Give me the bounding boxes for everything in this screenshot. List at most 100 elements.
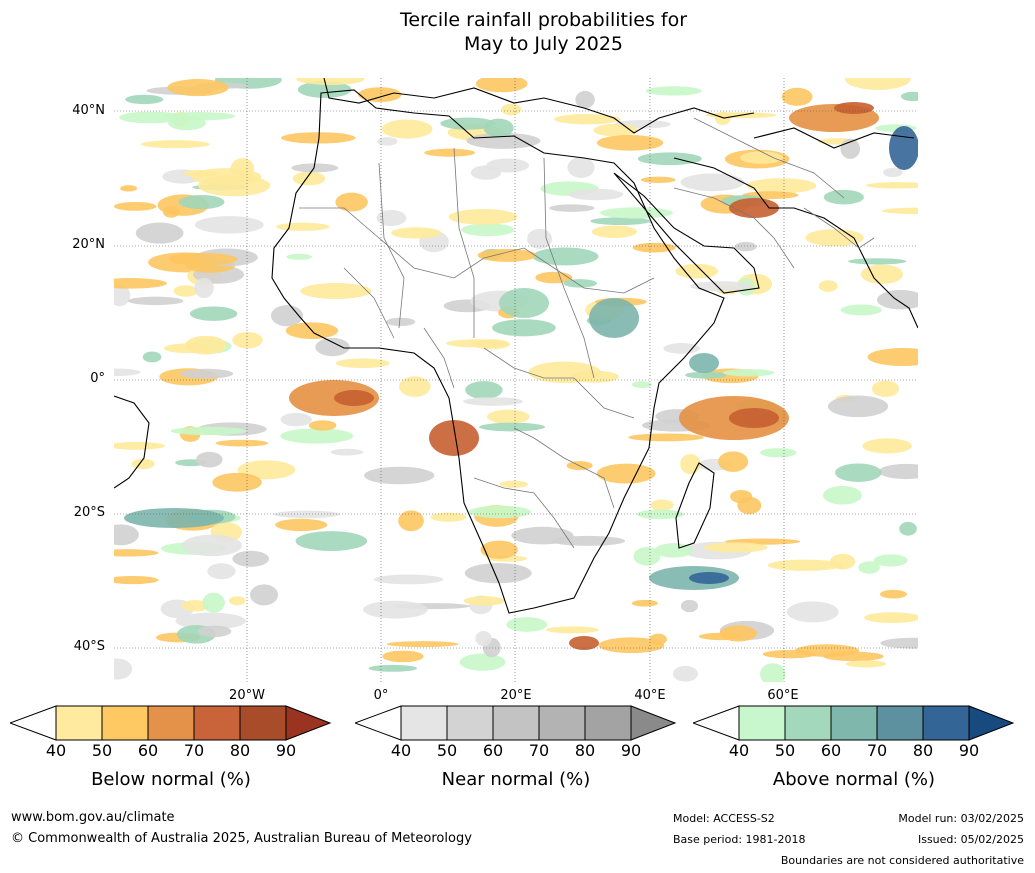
probability-patch: [335, 192, 368, 212]
probability-patch: [865, 182, 918, 189]
tick: 80: [912, 741, 934, 760]
probability-patch: [315, 337, 350, 357]
lon-label-20w: 20°W: [229, 688, 265, 703]
probability-patch: [532, 247, 599, 266]
colorbar-above-ticks: 40 50 60 70 80 90: [693, 741, 1015, 761]
probability-patch: [463, 596, 505, 606]
probability-patch: [189, 306, 238, 321]
colorbar-below-arrow-left: [10, 705, 57, 741]
probability-patch: [381, 119, 433, 139]
probability-patch: [461, 223, 515, 237]
probability-patch: [232, 331, 263, 349]
probability-patch: [286, 253, 313, 260]
lon-label-0: 0°: [373, 688, 389, 703]
probability-patch: [276, 222, 330, 231]
colorbar-swatch: [239, 705, 287, 741]
title-line-1: Tercile rainfall probabilities for: [399, 9, 688, 31]
probability-patch: [479, 422, 546, 432]
probability-patch: [880, 637, 918, 649]
probability-patch: [571, 370, 619, 383]
tick: 70: [866, 741, 888, 760]
footer-model-run: Model run: 03/02/2025: [898, 812, 1024, 825]
probability-patch: [593, 123, 639, 137]
lon-label-20e: 20°E: [500, 688, 532, 703]
probability-patch: [429, 420, 479, 456]
probability-patch: [689, 572, 729, 584]
title-line-2: May to July 2025: [464, 33, 623, 55]
probability-patch: [823, 189, 864, 205]
probability-patch: [818, 280, 838, 292]
probability-patch: [391, 227, 442, 239]
probability-patch: [858, 561, 880, 574]
probability-patch: [463, 397, 523, 406]
tick: 60: [820, 741, 842, 760]
probability-patch: [591, 225, 638, 239]
probability-patch: [477, 248, 537, 262]
footer-base-period: Base period: 1981-2018: [673, 833, 806, 846]
probability-patch: [598, 637, 665, 654]
probability-patch: [568, 188, 624, 201]
footer-model: Model: ACCESS-S2: [673, 812, 775, 825]
probability-patch: [184, 335, 227, 355]
probability-patch: [237, 460, 296, 480]
probability-patch: [730, 489, 753, 504]
probability-patch: [297, 81, 352, 98]
probability-patch: [363, 600, 428, 619]
probability-patch: [767, 559, 843, 571]
probability-patch: [637, 152, 702, 166]
probability-patch: [864, 612, 918, 624]
lat-label-40n: 40°N: [72, 103, 105, 118]
colorbar-above: [693, 705, 1015, 741]
probability-patch: [334, 390, 374, 406]
probability-patch: [600, 207, 673, 219]
probability-patch: [878, 463, 918, 480]
tick: 50: [91, 741, 113, 760]
colorbar-swatch: [538, 705, 586, 741]
probability-patch: [114, 368, 141, 377]
tick: 50: [774, 741, 796, 760]
probability-patch: [645, 86, 702, 96]
probability-patch: [398, 510, 424, 532]
probability-patch: [215, 439, 269, 447]
probability-patch: [805, 229, 864, 247]
probability-patch: [364, 466, 435, 485]
probability-patch: [114, 284, 131, 307]
probability-patch: [703, 542, 768, 553]
probability-patch: [308, 420, 337, 431]
footer-disclaimer: Boundaries are not considered authoritat…: [780, 854, 1024, 867]
probability-patch: [862, 438, 912, 454]
probability-patch: [114, 549, 159, 557]
probability-patch: [296, 78, 365, 85]
probability-patch: [448, 209, 518, 225]
tick: 80: [229, 741, 251, 760]
probability-patch: [114, 201, 157, 211]
legend-caption-near: Near normal (%): [441, 769, 591, 790]
probability-patch: [840, 304, 882, 316]
probability-patch: [280, 428, 354, 444]
lat-label-20s: 20°S: [73, 505, 105, 520]
probability-patch: [762, 649, 817, 659]
probability-patch: [501, 103, 522, 116]
probability-patch: [295, 531, 368, 551]
probability-patch: [212, 472, 262, 492]
probability-patch: [567, 157, 595, 178]
colorbar-swatch: [400, 705, 448, 741]
probability-patch: [879, 589, 907, 599]
probability-patch: [535, 271, 573, 284]
probability-patch: [640, 176, 676, 183]
probability-patch: [196, 451, 223, 468]
colorbar-near-ticks: 40 50 60 70 80 90: [355, 741, 677, 761]
probability-patch: [178, 194, 225, 210]
probability-patch: [120, 185, 138, 192]
probability-patch: [719, 625, 757, 642]
probability-patch: [292, 171, 326, 186]
colorbar-below-ticks: 40 50 60 70 80 90: [10, 741, 332, 761]
probability-patch: [650, 499, 674, 511]
probability-patch: [499, 288, 549, 318]
probability-patch: [424, 148, 476, 157]
probability-patch: [162, 206, 180, 218]
probability-patch: [499, 480, 528, 488]
lat-label-0: 0°: [90, 371, 105, 386]
probability-patch: [848, 258, 907, 265]
legend-near-normal: 40 50 60 70 80 90 Near normal (%): [355, 705, 677, 790]
